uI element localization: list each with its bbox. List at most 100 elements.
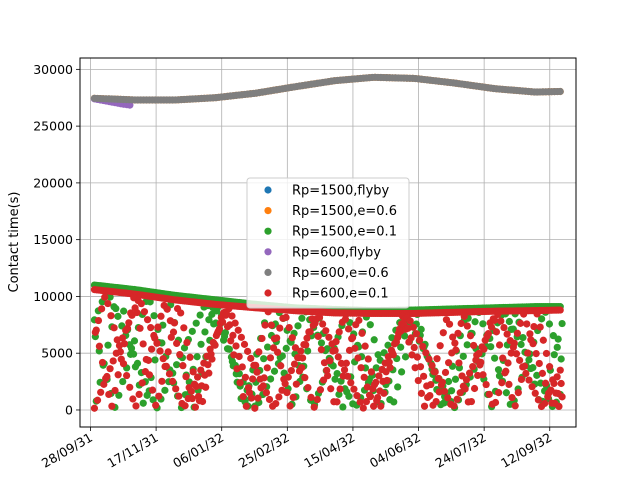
data-point — [450, 402, 458, 410]
data-point — [116, 348, 124, 356]
data-point — [187, 387, 195, 395]
data-point — [356, 398, 364, 406]
data-point — [351, 344, 359, 352]
data-point — [335, 328, 343, 336]
data-point — [455, 359, 463, 367]
data-point — [156, 347, 164, 355]
legend-marker — [264, 268, 272, 276]
data-point — [276, 324, 284, 332]
data-point — [413, 353, 421, 361]
data-point — [428, 362, 436, 370]
data-point — [474, 371, 482, 380]
data-point — [317, 339, 326, 347]
data-point — [538, 369, 547, 377]
data-point — [197, 366, 205, 374]
data-point — [364, 355, 372, 363]
data-point — [370, 336, 378, 344]
data-point — [261, 321, 269, 329]
data-point — [287, 366, 295, 375]
data-point — [479, 320, 487, 328]
data-point — [234, 326, 242, 334]
data-point — [350, 385, 358, 393]
legend-label: Rp=1500,flyby — [292, 184, 390, 199]
data-point — [242, 402, 250, 410]
data-point — [519, 334, 527, 342]
data-point — [344, 325, 353, 333]
data-point — [253, 368, 261, 376]
data-point — [239, 392, 247, 401]
data-point — [172, 385, 180, 393]
series-Rp=600,e=0.1 — [90, 286, 566, 412]
data-point — [425, 355, 433, 363]
data-point — [135, 390, 143, 399]
data-point — [139, 340, 147, 348]
data-point — [94, 316, 103, 325]
data-point — [541, 399, 549, 408]
data-point — [118, 334, 127, 342]
data-point — [247, 354, 255, 362]
data-point — [164, 348, 172, 356]
data-point — [492, 328, 501, 336]
data-point — [98, 358, 107, 367]
data-point — [533, 310, 541, 318]
data-point — [154, 323, 162, 331]
data-point — [422, 349, 430, 357]
data-point — [291, 344, 300, 352]
data-point — [445, 320, 454, 328]
data-point — [380, 389, 388, 397]
data-point — [459, 352, 467, 360]
data-point — [449, 333, 457, 341]
data-point — [177, 309, 185, 317]
data-point — [460, 312, 468, 320]
data-point — [417, 325, 425, 333]
data-point — [505, 380, 513, 388]
data-point — [331, 375, 339, 383]
legend-label: Rp=600,e=0.6 — [292, 266, 389, 281]
data-point — [97, 388, 105, 396]
data-point — [339, 403, 347, 411]
data-point — [120, 340, 129, 348]
data-point — [358, 329, 366, 337]
data-point — [477, 358, 485, 366]
data-point — [284, 373, 292, 381]
data-point — [286, 402, 294, 410]
data-point — [153, 339, 161, 347]
data-point — [545, 320, 554, 328]
data-point — [139, 399, 147, 407]
data-point — [497, 317, 505, 325]
data-point — [288, 334, 296, 342]
y-tick-label: 5000 — [41, 346, 73, 361]
data-point — [439, 329, 447, 337]
data-point — [302, 341, 310, 349]
data-point — [406, 317, 414, 325]
data-point — [451, 375, 460, 383]
data-point — [531, 389, 539, 397]
legend-label: Rp=600,flyby — [292, 245, 381, 260]
data-point — [432, 397, 440, 406]
data-point — [119, 377, 127, 386]
data-point — [98, 305, 106, 313]
data-point — [553, 343, 561, 351]
data-point — [106, 293, 114, 301]
data-point — [335, 390, 343, 398]
data-point — [155, 392, 163, 400]
data-point — [147, 324, 155, 332]
data-point — [344, 372, 352, 380]
data-point — [264, 308, 272, 316]
data-point — [550, 351, 558, 359]
data-point — [260, 374, 268, 382]
data-point — [375, 372, 383, 380]
data-point — [362, 397, 371, 406]
data-point — [272, 400, 280, 408]
data-point — [111, 386, 119, 395]
data-point — [404, 324, 412, 332]
legend-label: Rp=600,e=0.1 — [292, 287, 389, 302]
data-point — [500, 323, 508, 332]
data-point — [426, 391, 434, 400]
data-point — [251, 404, 259, 412]
data-point — [165, 370, 174, 378]
data-point — [553, 373, 561, 381]
data-point — [411, 364, 419, 372]
data-point — [215, 325, 224, 333]
data-point — [304, 383, 312, 392]
